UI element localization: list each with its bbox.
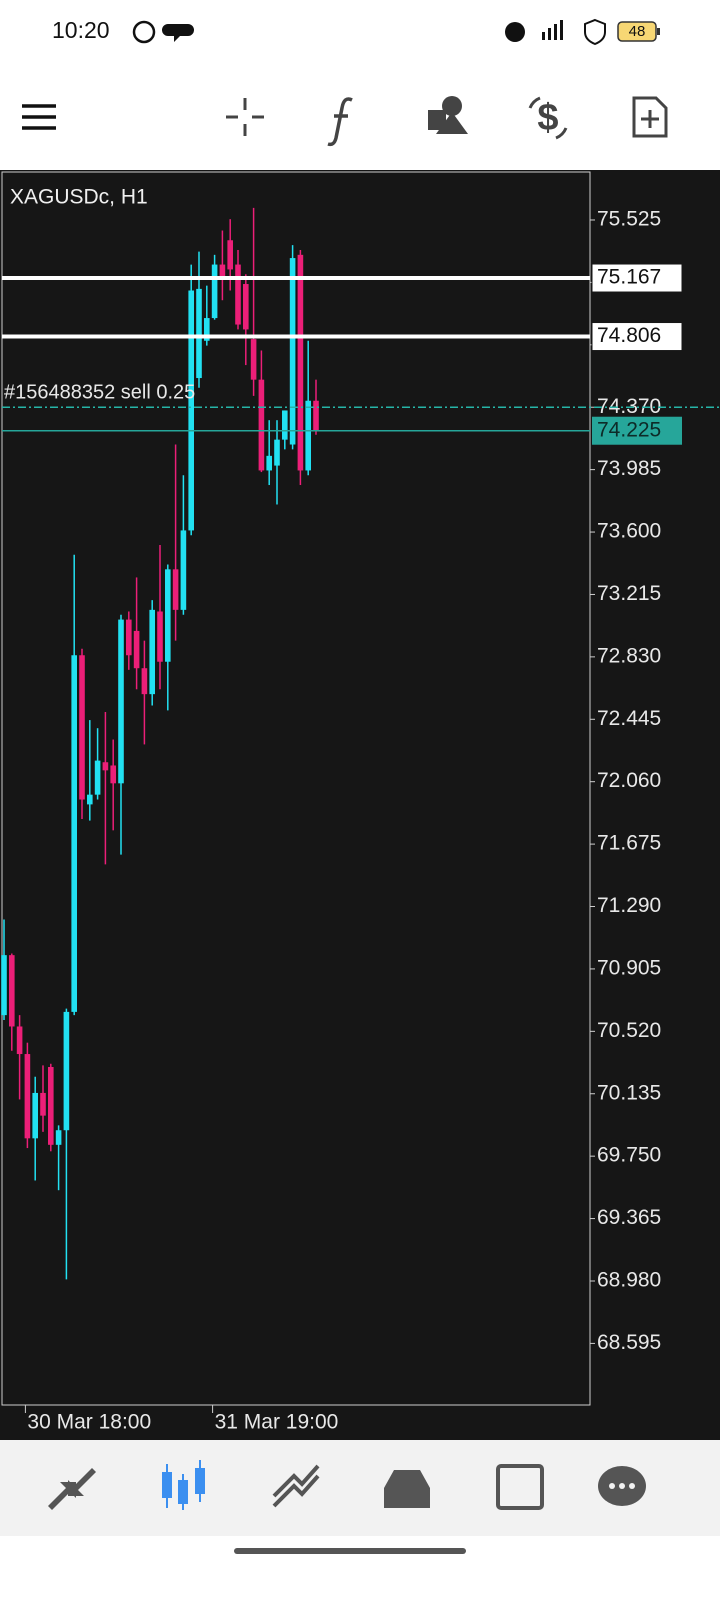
trade-arrows [528, 96, 568, 140]
candle-body [313, 400, 319, 431]
y-tick-label: 70.520 [597, 1019, 661, 1042]
candle-body [165, 569, 171, 662]
y-tick-label: 70.135 [597, 1081, 661, 1104]
candle-body [157, 611, 163, 662]
y-tick-label: 72.445 [597, 707, 661, 730]
x-tick-label: 31 Mar 19:00 [215, 1411, 339, 1434]
candle-body [110, 765, 116, 784]
candle-body [274, 439, 280, 466]
candle-body [16, 1026, 23, 1055]
chart-tab[interactable] [162, 1460, 205, 1510]
candle-body [149, 609, 155, 695]
candle-body [258, 379, 265, 471]
y-tick-label: 68.595 [597, 1331, 661, 1354]
candle-body [266, 455, 272, 471]
plot-frame [1, 171, 591, 1406]
candle-body [102, 762, 109, 771]
battery-tip [657, 28, 660, 35]
candle-body [94, 760, 101, 795]
plot: 75.52575.14074.75574.37073.98573.60073.2… [1, 208, 720, 1434]
battery-level: 48 [629, 23, 646, 40]
candle-body [87, 794, 93, 805]
news-tab[interactable] [496, 1464, 544, 1510]
candle-body [180, 530, 187, 610]
trade-tab[interactable] [272, 1464, 320, 1508]
candle-body [243, 284, 249, 330]
whatsapp-icon [132, 20, 156, 44]
signal-icon [542, 20, 563, 40]
trade-button[interactable]: $ [537, 97, 558, 139]
price-box [592, 416, 682, 445]
y-tick-label: 73.985 [597, 457, 661, 480]
y-tick-label: 70.905 [597, 956, 661, 979]
candle-body [63, 1011, 70, 1131]
y-tick-label: 71.675 [597, 832, 661, 855]
y-tick-label: 73.600 [597, 520, 661, 543]
quotes-tab[interactable] [48, 1468, 96, 1510]
chat-icon [162, 24, 194, 42]
candle-body [297, 254, 304, 471]
order-label: #156488352 sell 0.25 [4, 382, 195, 404]
level-label: 75.167 [597, 266, 661, 289]
price-label: 74.225 [597, 418, 661, 441]
home-indicator [234, 1548, 466, 1554]
y-tick-label: 68.980 [597, 1269, 661, 1292]
y-tick-label: 71.290 [597, 894, 661, 917]
alarm-icon [505, 22, 525, 42]
level-box [591, 322, 683, 352]
candle-body [48, 1067, 54, 1145]
candle-body [32, 1092, 38, 1139]
candle-body [79, 655, 85, 800]
status-time: 10:20 [52, 17, 110, 43]
chat-dots [609, 1483, 635, 1489]
level-label: 74.806 [597, 324, 661, 347]
candle-body [172, 569, 179, 610]
history-tab[interactable] [384, 1470, 430, 1508]
level-box [591, 263, 683, 293]
y-tick-label: 69.365 [597, 1206, 661, 1229]
plus-icon [641, 110, 659, 128]
y-tick-label: 73.215 [597, 582, 661, 605]
candle-body [9, 955, 15, 1027]
chart-title: XAGUSDc, H1 [10, 186, 148, 209]
y-tick-label: 75.525 [597, 208, 661, 231]
new-order-button[interactable] [632, 96, 668, 138]
candle-body [188, 290, 194, 531]
objects-button[interactable] [428, 96, 468, 134]
candle-body [133, 630, 140, 669]
candle-body [40, 1092, 46, 1116]
header-bg [0, 0, 720, 170]
y-tick-label: 74.370 [597, 395, 661, 418]
candle-body [204, 318, 210, 341]
candle-body [289, 258, 296, 445]
candle-body [305, 400, 311, 471]
candle-body [55, 1130, 62, 1145]
candle-body [219, 264, 226, 280]
candle-body [118, 619, 124, 784]
candle-body [211, 264, 218, 319]
battery-icon [617, 21, 657, 42]
candle-body [71, 655, 77, 1012]
crosshair-button[interactable] [226, 98, 264, 136]
candle-body [1, 955, 7, 1016]
candle-body [196, 288, 202, 379]
candle-body [235, 264, 241, 325]
candle-body [282, 410, 288, 440]
menu-button[interactable] [22, 104, 56, 130]
candle-body [227, 240, 233, 270]
y-tick-label: 72.060 [597, 769, 661, 792]
chart-bg [0, 170, 720, 1440]
candle-body [24, 1054, 31, 1139]
x-tick-label: 30 Mar 18:00 [27, 1411, 151, 1434]
vpn-icon [584, 18, 606, 46]
y-tick-label: 69.750 [597, 1144, 661, 1167]
y-tick-label: 72.830 [597, 644, 661, 667]
candle-body [126, 619, 132, 656]
indicators-button[interactable] [327, 97, 353, 147]
candle-body [141, 668, 148, 695]
candle-body [250, 339, 257, 380]
